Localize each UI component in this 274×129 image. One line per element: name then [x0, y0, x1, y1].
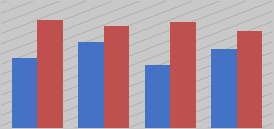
Bar	[170, 22, 196, 128]
Bar	[237, 31, 262, 128]
Bar	[78, 42, 104, 128]
Bar	[212, 49, 237, 128]
Bar	[37, 20, 62, 128]
Bar	[104, 26, 129, 128]
Bar	[12, 58, 37, 128]
Bar	[145, 64, 170, 128]
